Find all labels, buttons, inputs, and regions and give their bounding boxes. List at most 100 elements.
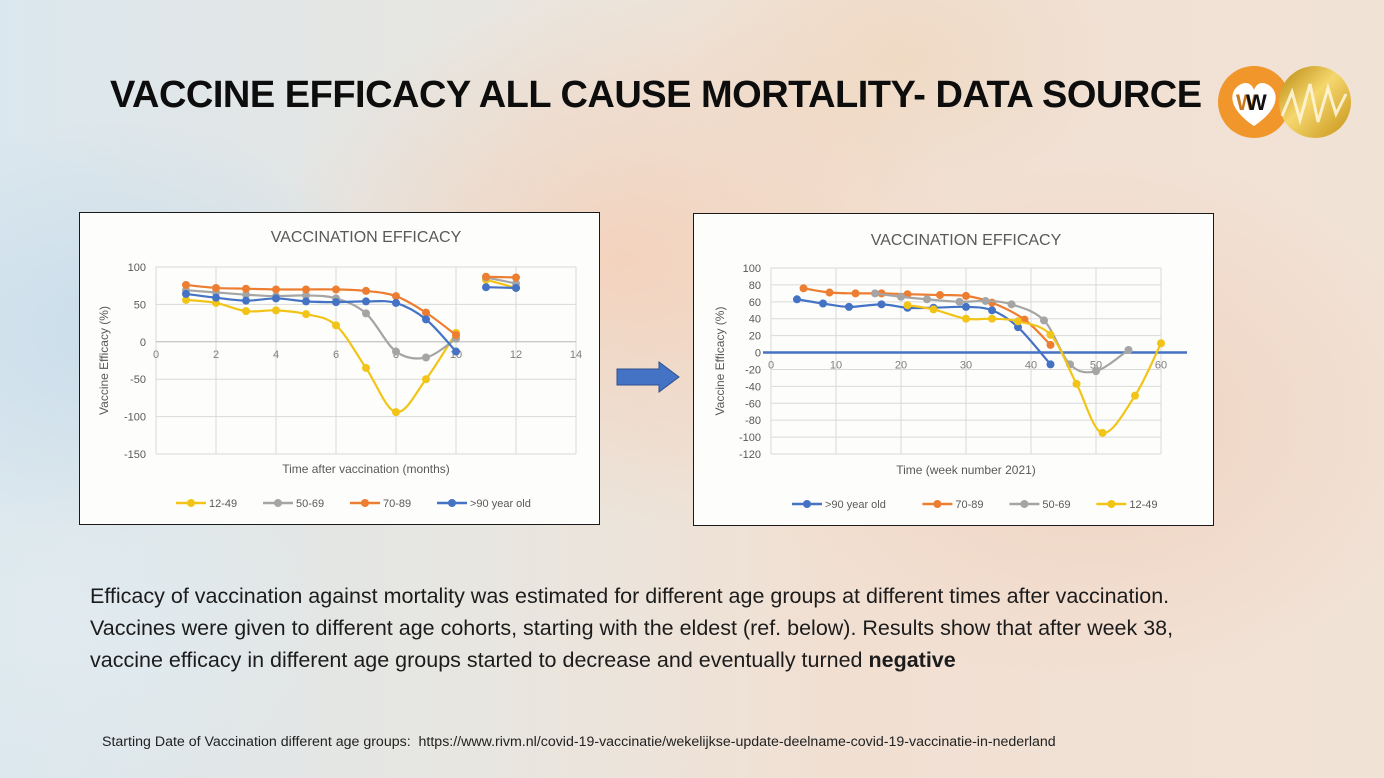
series-50-69 <box>871 289 1133 376</box>
series-70-89 <box>799 284 1055 349</box>
x-tick-label: 12 <box>510 349 522 361</box>
data-point <box>452 331 460 340</box>
description-bold-word: negative <box>868 648 956 672</box>
x-tick-label: 50 <box>1090 360 1102 372</box>
legend-label: >90 year old <box>825 499 886 511</box>
legend-swatch-marker <box>933 500 942 508</box>
legend-label: 70-89 <box>955 499 983 511</box>
data-point <box>1040 316 1048 325</box>
data-point <box>903 301 912 310</box>
legend-swatch-marker <box>803 500 811 508</box>
legend-swatch-marker <box>274 499 282 507</box>
data-point <box>799 284 808 293</box>
series-line <box>485 286 517 290</box>
chart-months: VACCINATION EFFICACY 100 50 0 -50 -100 -150 0 2 4… <box>79 212 600 525</box>
series-line <box>796 298 1052 366</box>
x-tick-label: 20 <box>895 360 907 372</box>
x-tick-label: 2 <box>213 349 219 361</box>
reference-url: https://www.rivm.nl/covid-19-vaccinatie/… <box>418 734 1056 750</box>
y-tick-label: 60 <box>749 297 761 309</box>
legend-swatch-marker <box>448 499 456 507</box>
y-tick-label: 50 <box>134 299 146 311</box>
data-point <box>422 315 430 324</box>
series-12-49 <box>182 275 520 417</box>
data-point <box>182 295 190 304</box>
legend-label: 70-89 <box>383 498 411 510</box>
series-line <box>803 287 1052 346</box>
data-point <box>845 302 853 311</box>
series-line <box>185 298 457 414</box>
y-tick-label: -120 <box>739 449 761 461</box>
data-point <box>242 296 250 305</box>
series-line <box>907 304 1162 434</box>
data-point <box>988 314 996 323</box>
data-point <box>871 289 879 298</box>
series-line <box>874 292 1130 374</box>
data-point <box>1014 323 1022 332</box>
chart-weeks-svg: VACCINATION EFFICACY100806040200-20-40-6… <box>713 232 1187 511</box>
data-point <box>392 408 400 417</box>
legend-item: 12-49 <box>1096 499 1158 511</box>
logo-pulse-line <box>1280 82 1348 126</box>
data-point <box>1098 428 1107 437</box>
series--90-year-old <box>182 283 520 356</box>
series-line <box>185 292 457 353</box>
right-arrow-icon <box>616 361 680 393</box>
legend-item: 50-69 <box>263 498 324 510</box>
series-line <box>185 283 457 336</box>
data-point <box>272 285 280 294</box>
series-70-89 <box>182 272 520 340</box>
data-point <box>272 294 280 303</box>
x-tick-label: 40 <box>1025 360 1037 372</box>
y-tick-label: -40 <box>745 381 761 393</box>
y-tick-label: 100 <box>128 262 146 274</box>
data-point <box>1131 391 1139 400</box>
x-tick-label: 4 <box>273 349 279 361</box>
legend-item: 50-69 <box>1009 499 1071 511</box>
y-tick-label: 40 <box>749 314 761 326</box>
data-point <box>362 309 370 318</box>
legend-label: 12-49 <box>1129 499 1157 511</box>
description-text: Efficacy of vaccination against mortalit… <box>90 584 1174 672</box>
data-point <box>242 307 250 316</box>
data-point <box>302 291 310 300</box>
x-tick-label: 0 <box>768 360 774 372</box>
data-point <box>362 286 370 295</box>
legend-swatch-marker <box>1107 500 1116 508</box>
data-point <box>182 289 190 298</box>
reference-line: Starting Date of Vaccination different a… <box>102 734 1302 750</box>
y-tick-label: -50 <box>130 374 146 386</box>
x-tick-label: 30 <box>960 360 972 372</box>
data-point <box>212 293 220 302</box>
y-tick-label: -20 <box>745 364 761 376</box>
legend-item: >90 year old <box>792 499 886 511</box>
y-tick-label: -150 <box>124 449 146 461</box>
data-point <box>302 285 310 294</box>
series-50-69 <box>182 273 520 362</box>
data-point <box>512 283 520 292</box>
slide-title: VACCINE EFFICACY ALL CAUSE MORTALITY- DA… <box>110 74 1202 116</box>
data-point <box>962 302 970 311</box>
y-tick-label: -100 <box>124 412 146 424</box>
data-point <box>512 273 520 282</box>
data-point <box>825 288 834 297</box>
data-point <box>332 285 340 294</box>
data-point <box>392 292 400 301</box>
x-tick-label: 60 <box>1155 360 1167 372</box>
data-point <box>1014 317 1022 326</box>
series-line <box>185 289 457 360</box>
x-axis-label: Time after vaccination (months) <box>282 462 450 476</box>
data-point <box>981 296 990 305</box>
data-point <box>422 375 430 384</box>
legend-label: 12-49 <box>209 498 237 510</box>
data-point <box>955 297 964 306</box>
data-point <box>362 297 370 306</box>
data-point <box>392 298 400 307</box>
x-tick-label: 10 <box>830 360 842 372</box>
data-point <box>332 321 340 330</box>
data-point <box>962 291 970 300</box>
series-line <box>485 275 517 279</box>
data-point <box>422 308 430 317</box>
data-point <box>1072 379 1081 388</box>
legend-swatch-marker <box>361 499 369 507</box>
